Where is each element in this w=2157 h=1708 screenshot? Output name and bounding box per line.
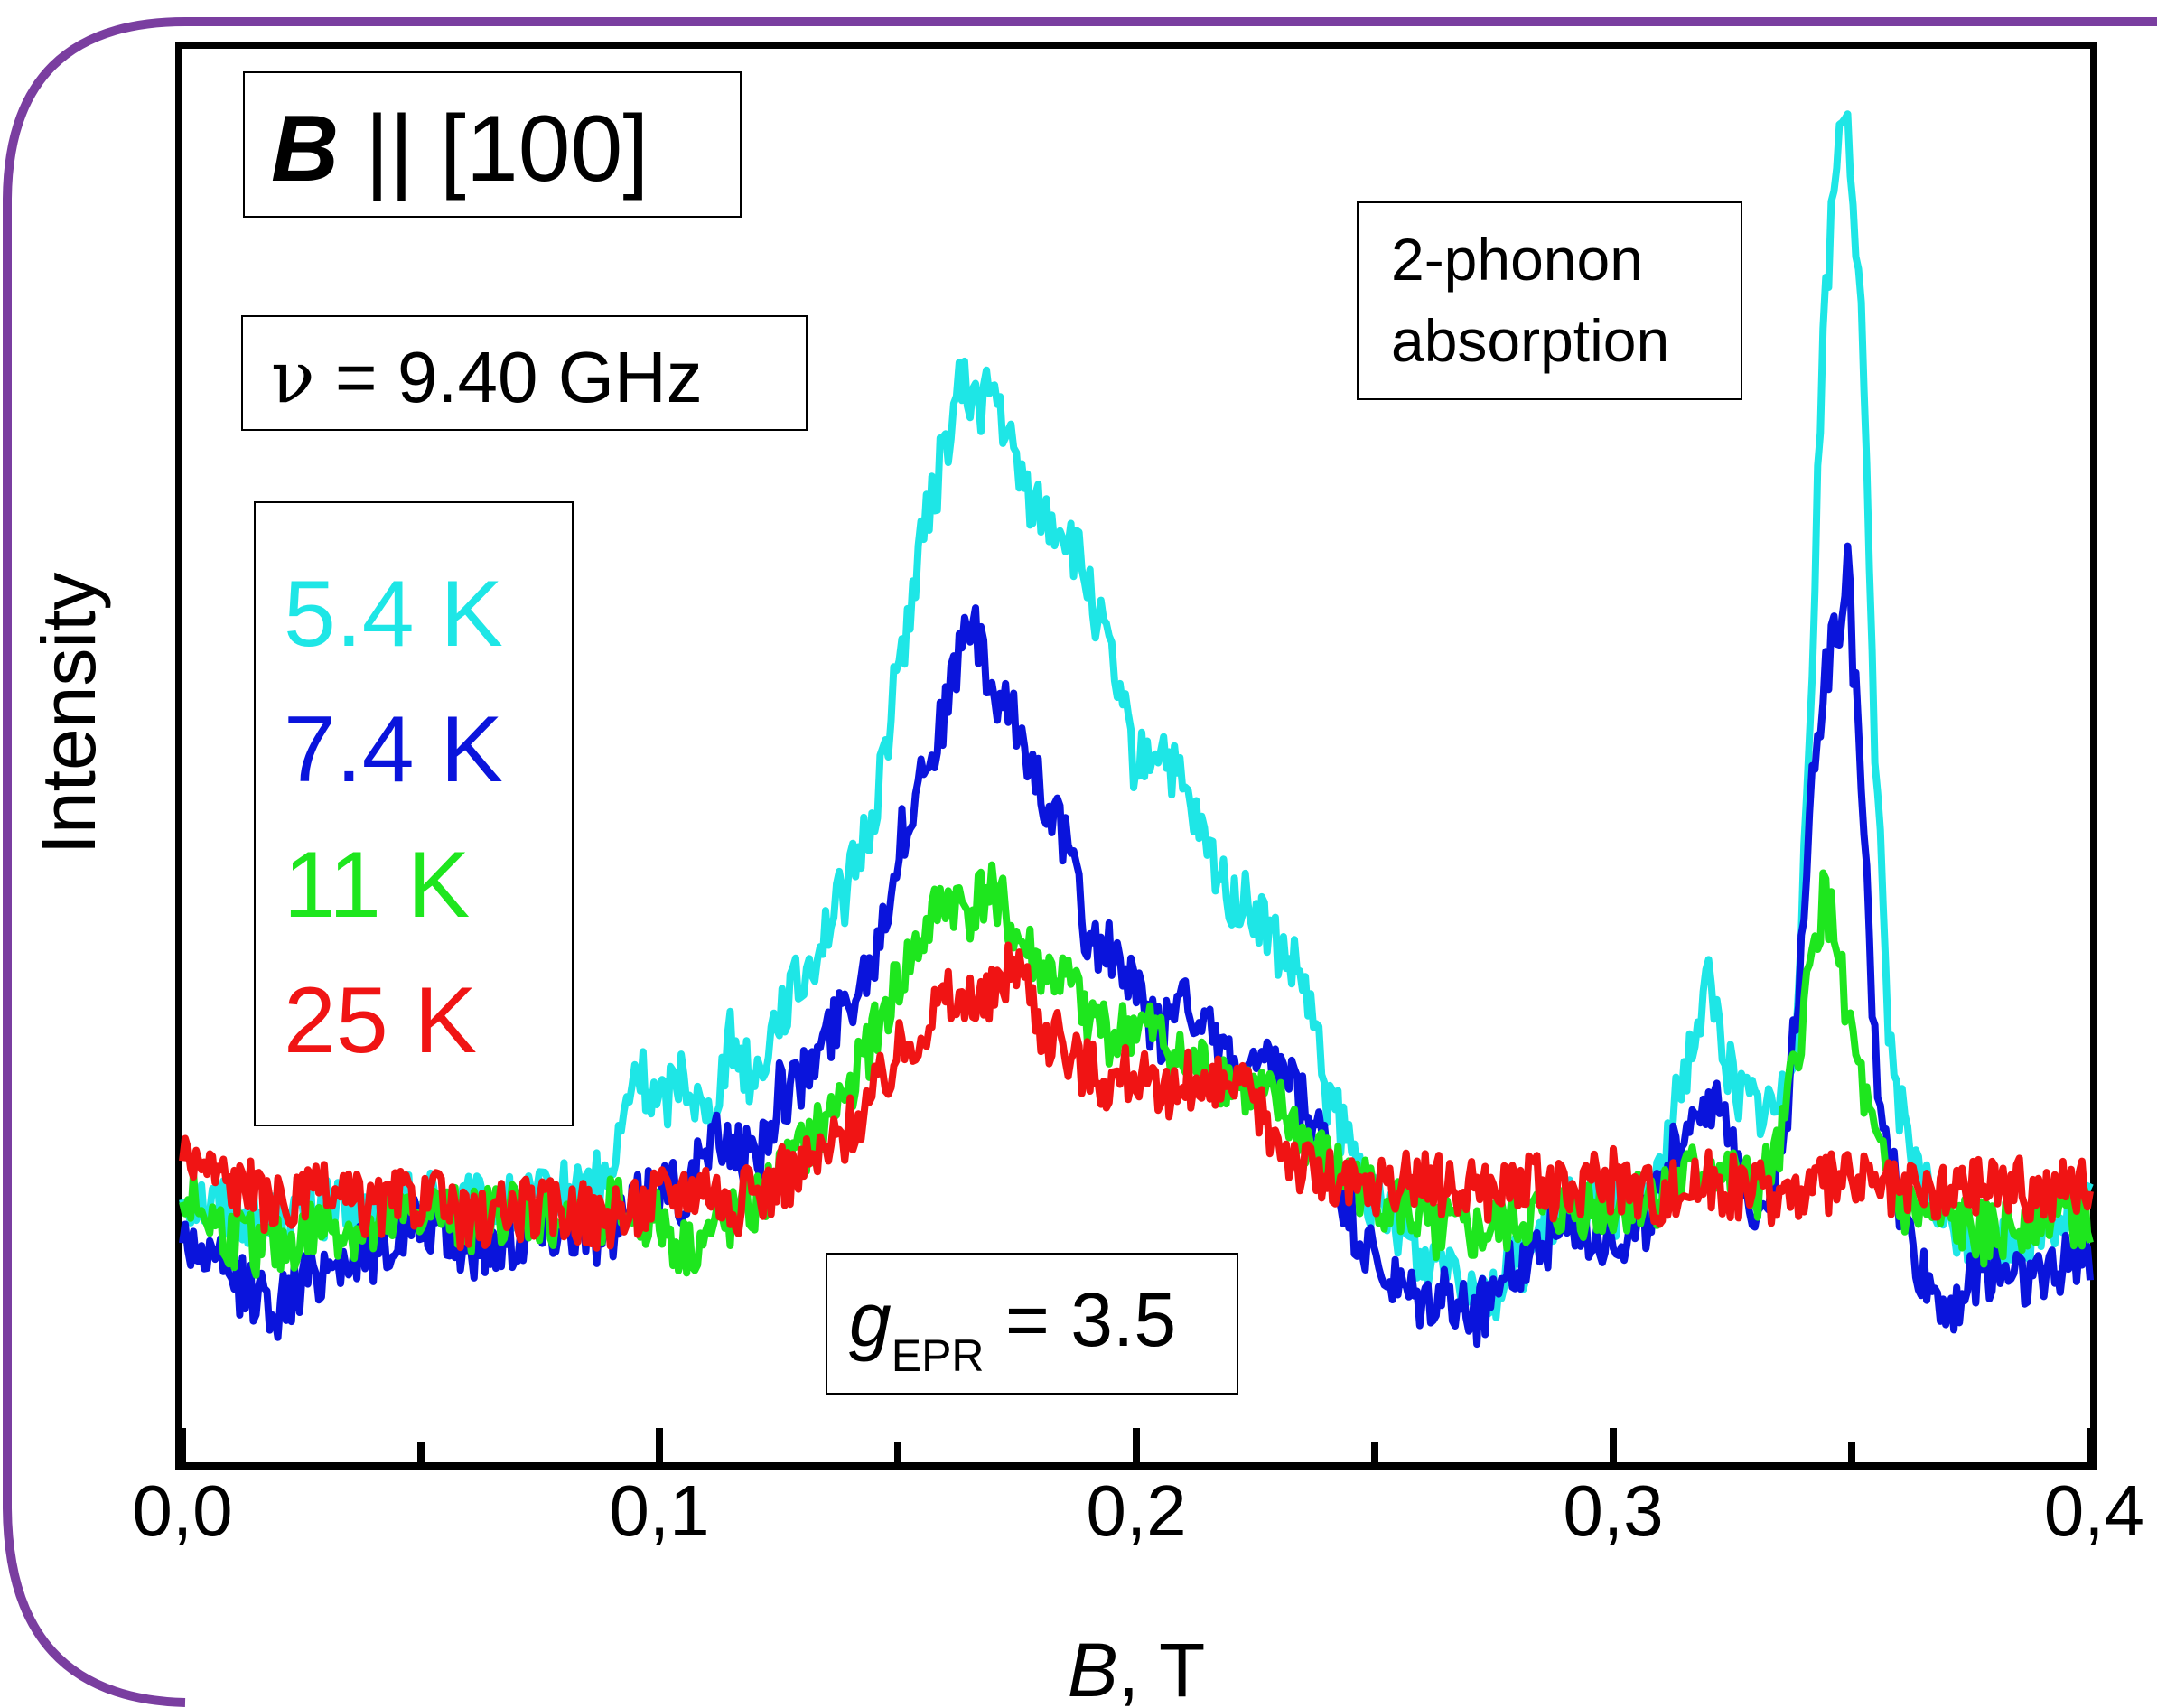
- svg-text:absorption: absorption: [1391, 307, 1669, 374]
- legend-entry-25k: 25 K: [284, 968, 477, 1073]
- slide-border: [3, 17, 2157, 1707]
- legend-entry-5-4k: 5.4 K: [284, 562, 503, 667]
- series-line-11-k: [179, 861, 2094, 1279]
- x-axis-title: B, T: [1068, 1628, 1206, 1708]
- legend: 5.4 K 7.4 K 11 K 25 K: [254, 501, 574, 1126]
- series-line-25-k: [179, 941, 2094, 1252]
- svg-text:2-phonon: 2-phonon: [1391, 226, 1643, 293]
- x-tick-label: 0,0: [132, 1470, 232, 1551]
- x-tick-label: 0,2: [1086, 1470, 1186, 1551]
- series-layer: [179, 110, 2094, 1349]
- g-factor-annotation: gEPR = 3.5: [826, 1253, 1238, 1395]
- legend-entry-7-4k: 7.4 K: [284, 697, 503, 802]
- svg-text:ν = 9.40 GHz: ν = 9.40 GHz: [271, 335, 703, 419]
- frequency-annotation: ν = 9.40 GHz: [241, 315, 808, 431]
- x-tick-label: 0,4: [2044, 1470, 2144, 1551]
- orientation-annotation: B || [100]: [243, 71, 742, 218]
- x-tick-label: 0,1: [609, 1470, 709, 1551]
- x-axis: 0,0 0,1 0,2 0,3 0,4: [132, 1428, 2144, 1551]
- y-axis-title: Intensity: [26, 573, 111, 855]
- svg-text:gEPR = 3.5: gEPR = 3.5: [849, 1277, 1176, 1381]
- x-tick-label: 0,3: [1563, 1470, 1663, 1551]
- svg-text:B || [100]: B || [100]: [271, 97, 649, 201]
- phonon-annotation: 2-phonon absorption: [1357, 201, 1742, 400]
- legend-entry-11k: 11 K: [284, 833, 470, 938]
